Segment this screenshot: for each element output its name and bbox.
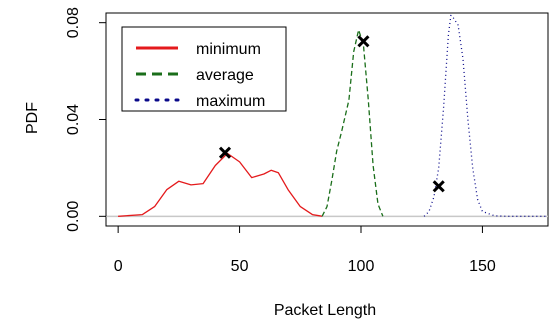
legend-label-maximum: maximum [196,93,265,110]
data-point-marker-1 [218,146,232,159]
x-tick-label-3: 150 [469,258,496,275]
y-tick-label-1: 0.04 [65,104,82,135]
marker-layer [218,35,445,193]
x-tick-label-0: 0 [114,258,123,275]
series-line-average [321,29,384,217]
axes: 0 50 100 150 0.00 0.04 0.08 [65,7,496,275]
x-tick-label-2: 100 [348,258,375,275]
series-layer [118,14,548,217]
x-axis-title: Packet Length [274,302,376,319]
data-point-marker-2 [357,35,370,48]
legend-label-minimum: minimum [196,41,261,58]
series-line-maximum [423,14,548,217]
x-tick-label-1: 50 [231,258,249,275]
data-point-marker-3 [432,180,445,193]
y-tick-label-0: 0.00 [65,201,82,232]
series-line-minimum [118,152,323,217]
legend-box [121,26,287,112]
y-axis-title: PDF [24,102,41,134]
legend-label-average: average [196,67,254,84]
legend: minimum average maximum [121,26,287,112]
y-tick-label-2: 0.08 [65,7,82,38]
